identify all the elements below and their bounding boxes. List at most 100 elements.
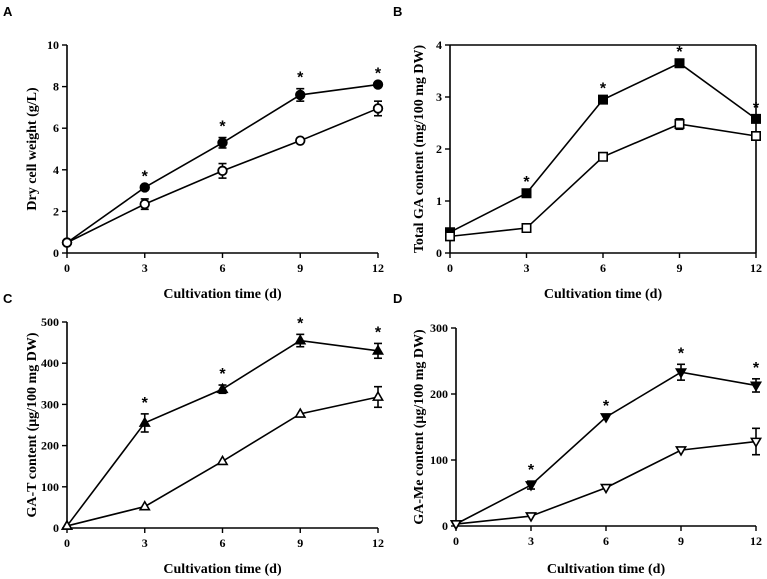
data-point xyxy=(139,198,150,210)
data-point xyxy=(521,223,532,234)
data-point xyxy=(139,182,150,193)
x-tick-label: 9 xyxy=(677,261,683,275)
x-tick-label: 12 xyxy=(750,261,762,275)
data-point xyxy=(216,454,229,466)
x-tick-label: 6 xyxy=(220,536,226,550)
series-line xyxy=(449,123,757,238)
panel-letter: A xyxy=(3,4,13,19)
data-point xyxy=(294,334,307,345)
y-tick-label: 10 xyxy=(47,38,59,52)
panel-c: C 0 3 6 9 12 0 100 200 300 400 500 Cultivation time … xyxy=(3,291,385,577)
y-tick-label: 100 xyxy=(41,480,59,494)
data-point xyxy=(217,165,228,177)
x-tick-label: 3 xyxy=(524,261,530,275)
y-tick-label: 1 xyxy=(436,194,442,208)
data-point xyxy=(598,94,608,105)
significance-star: * xyxy=(600,81,607,98)
x-tick-label: 6 xyxy=(600,261,606,275)
y-tick-label: 4 xyxy=(436,38,442,52)
significance-star: * xyxy=(375,324,382,341)
x-tick-label: 12 xyxy=(372,261,384,275)
series-2 xyxy=(445,118,761,242)
data-point xyxy=(61,237,73,248)
panel-letter: D xyxy=(393,291,402,306)
y-tick-label: 2 xyxy=(436,142,442,156)
x-tick-label: 0 xyxy=(64,536,70,550)
y-tick-label: 200 xyxy=(430,387,448,401)
y-tick-label: 2 xyxy=(53,204,59,218)
panel-d: D 0 3 6 9 12 0 100 200 300 Cultivation time (d) GA-… xyxy=(393,291,763,577)
data-point xyxy=(449,520,463,531)
data-point xyxy=(749,437,763,448)
series-2 xyxy=(60,385,385,530)
data-point xyxy=(60,519,74,530)
data-point xyxy=(371,390,385,401)
data-point xyxy=(751,131,761,141)
data-point xyxy=(749,381,763,392)
data-point xyxy=(216,382,229,394)
series-1 xyxy=(60,333,385,530)
panel-letter: B xyxy=(393,4,402,19)
x-tick-label: 0 xyxy=(447,261,453,275)
y-tick-label: 200 xyxy=(41,439,59,453)
significance-star: * xyxy=(375,66,382,83)
data-point xyxy=(599,483,613,495)
data-point xyxy=(138,416,151,427)
significance-star: * xyxy=(753,360,760,377)
significance-star: * xyxy=(297,70,304,87)
panel-letter: C xyxy=(3,291,13,306)
data-point xyxy=(372,103,384,114)
y-tick-label: 0 xyxy=(442,519,448,533)
series-1 xyxy=(445,58,761,238)
data-point xyxy=(217,137,228,148)
significance-star: * xyxy=(603,398,610,415)
data-point xyxy=(751,113,761,124)
y-tick-label: 8 xyxy=(53,80,59,94)
x-tick-label: 3 xyxy=(142,261,148,275)
y-tick-label: 300 xyxy=(41,397,59,411)
data-point xyxy=(524,512,538,523)
data-point xyxy=(521,188,532,199)
data-point xyxy=(371,344,385,355)
significance-star: * xyxy=(676,44,683,61)
significance-star: * xyxy=(219,366,226,383)
x-axis-title: Cultivation time (d) xyxy=(547,562,666,577)
y-tick-label: 0 xyxy=(436,246,442,260)
y-axis-title: GA-Me content (μg/100 mg DW) xyxy=(412,329,427,525)
x-tick-label: 9 xyxy=(297,536,303,550)
data-point xyxy=(138,500,151,511)
y-tick-label: 3 xyxy=(436,90,442,104)
data-point xyxy=(674,119,685,130)
x-tick-label: 9 xyxy=(678,534,684,548)
data-point xyxy=(674,368,688,379)
data-point xyxy=(599,413,613,424)
y-axis-title: Total GA content (mg/100 mg DW) xyxy=(412,45,427,254)
series-line xyxy=(455,371,757,525)
significance-star: * xyxy=(753,100,760,117)
x-tick-label: 3 xyxy=(528,534,534,548)
y-tick-label: 400 xyxy=(41,356,59,370)
x-axis-title: Cultivation time (d) xyxy=(163,287,282,302)
y-tick-label: 0 xyxy=(53,521,59,535)
data-point xyxy=(524,481,538,492)
x-tick-label: 0 xyxy=(453,534,459,548)
x-tick-label: 6 xyxy=(220,261,226,275)
y-tick-label: 500 xyxy=(41,315,59,329)
data-point xyxy=(674,446,688,457)
data-point xyxy=(294,407,307,418)
y-tick-label: 0 xyxy=(53,246,59,260)
series-2 xyxy=(61,100,384,248)
significance-star: * xyxy=(142,168,149,185)
series-2 xyxy=(449,427,763,531)
x-tick-label: 0 xyxy=(64,261,70,275)
y-tick-label: 300 xyxy=(430,321,448,335)
x-tick-label: 12 xyxy=(750,534,762,548)
y-tick-label: 6 xyxy=(53,121,59,135)
y-axis-title: Dry cell weight (g/L) xyxy=(25,87,40,211)
panel-a: A 0 3 6 9 12 0 2 4 6 8 10 Cultivation time (d) Dry ce… xyxy=(3,4,384,302)
x-axis-title: Cultivation time (d) xyxy=(544,287,663,302)
x-axis-title: Cultivation time (d) xyxy=(163,562,282,577)
x-tick-label: 9 xyxy=(297,261,303,275)
